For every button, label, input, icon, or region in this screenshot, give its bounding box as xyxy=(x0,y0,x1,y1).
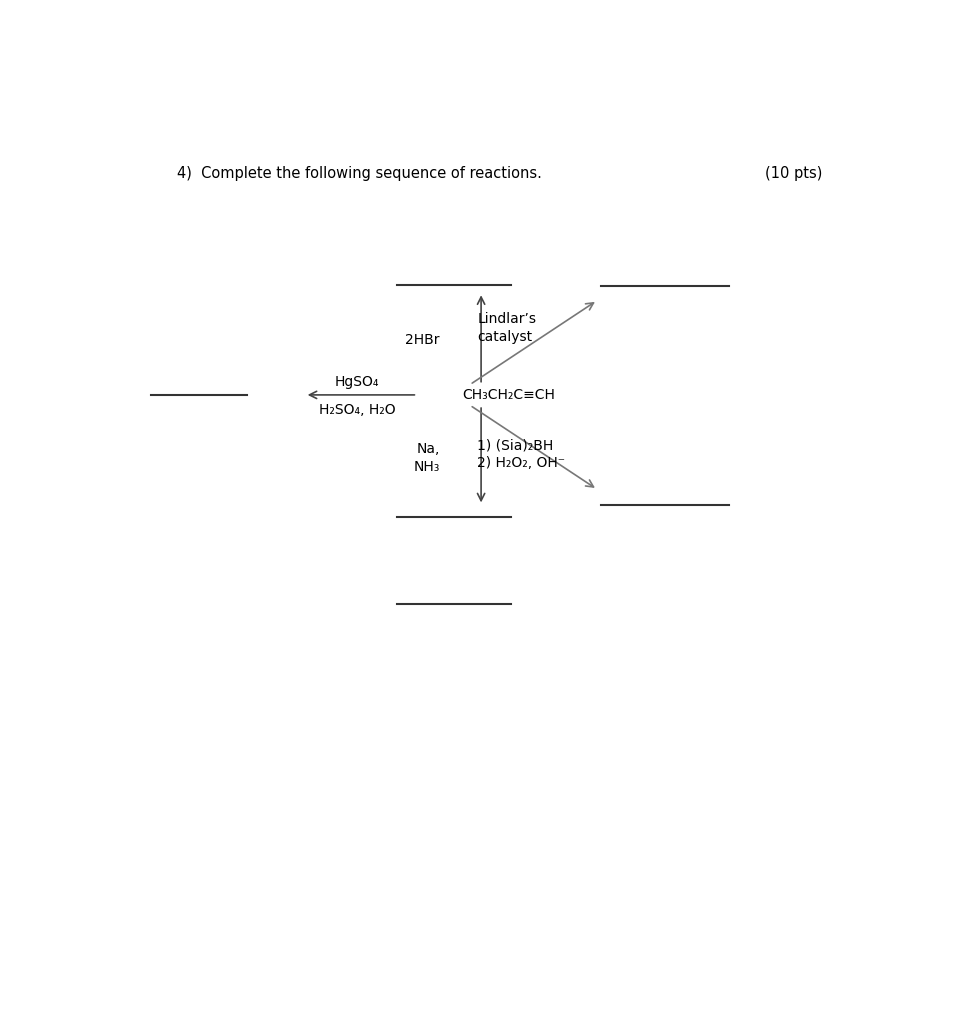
Text: Lindlar’s
catalyst: Lindlar’s catalyst xyxy=(477,312,536,343)
Text: (10 pts): (10 pts) xyxy=(765,166,823,181)
Text: HgSO₄: HgSO₄ xyxy=(335,375,379,388)
Text: H₂SO₄, H₂O: H₂SO₄, H₂O xyxy=(319,402,396,417)
Text: Na,
NH₃: Na, NH₃ xyxy=(413,442,439,474)
Text: 2HBr: 2HBr xyxy=(406,333,439,347)
Text: 4)  Complete the following sequence of reactions.: 4) Complete the following sequence of re… xyxy=(177,166,542,181)
Text: 1) (Sia)₂BH
2) H₂O₂, OH⁻: 1) (Sia)₂BH 2) H₂O₂, OH⁻ xyxy=(477,438,565,470)
Text: CH₃CH₂C≡CH: CH₃CH₂C≡CH xyxy=(463,388,556,401)
